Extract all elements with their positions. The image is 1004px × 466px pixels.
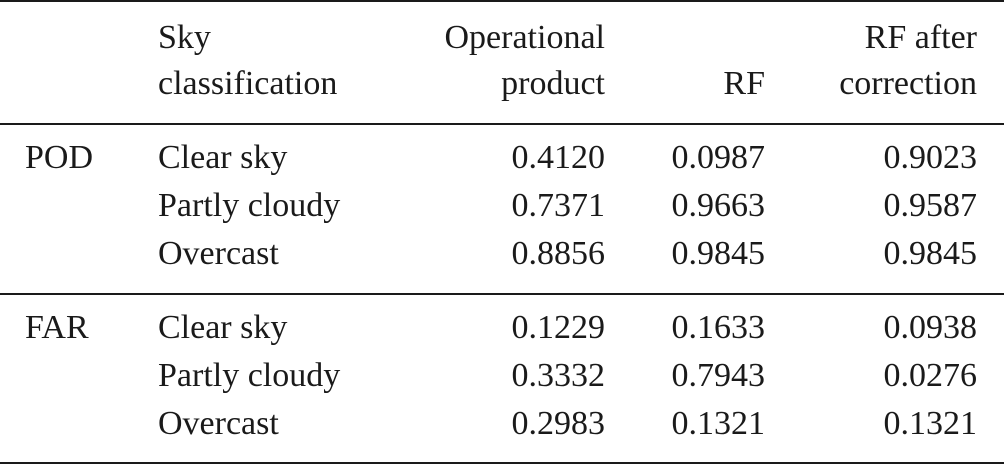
header-cell: RF [723,65,765,102]
sky-cell: Partly cloudy [158,187,341,224]
value-cell: 0.9845 [883,235,978,272]
header-rule [0,123,1004,125]
header-cell: Operational [444,19,606,56]
value-cell: 0.9587 [883,187,978,224]
sky-cell: Overcast [158,405,279,442]
value-cell: 0.1633 [671,309,766,346]
value-cell: 0.7943 [671,357,766,394]
value-cell: 0.8856 [511,235,606,272]
value-cell: 0.1229 [511,309,606,346]
value-cell: 0.3332 [511,357,606,394]
value-cell: 0.0276 [883,357,978,394]
sky-cell: Clear sky [158,309,288,346]
value-cell: 0.9023 [883,139,978,176]
value-cell: 0.9845 [671,235,766,272]
value-cell: 0.1321 [883,405,978,442]
top-rule [0,0,1004,2]
header-cell: product [501,65,605,102]
group-rule [0,293,1004,295]
value-cell: 0.4120 [511,139,606,176]
header-cell: RF after [864,19,977,56]
value-cell: 0.2983 [511,405,606,442]
header-cell: correction [839,65,977,102]
header-cell: classification [158,65,338,102]
sky-cell: Partly cloudy [158,357,341,394]
sky-cell: Clear sky [158,139,288,176]
bottom-rule [0,462,1004,464]
value-cell: 0.0938 [883,309,978,346]
group-label: FAR [25,309,89,346]
value-cell: 0.0987 [671,139,766,176]
group-label: POD [25,139,94,176]
value-cell: 0.9663 [671,187,766,224]
header-cell: Sky [158,19,211,56]
value-cell: 0.1321 [671,405,766,442]
sky-cell: Overcast [158,235,279,272]
value-cell: 0.7371 [511,187,606,224]
